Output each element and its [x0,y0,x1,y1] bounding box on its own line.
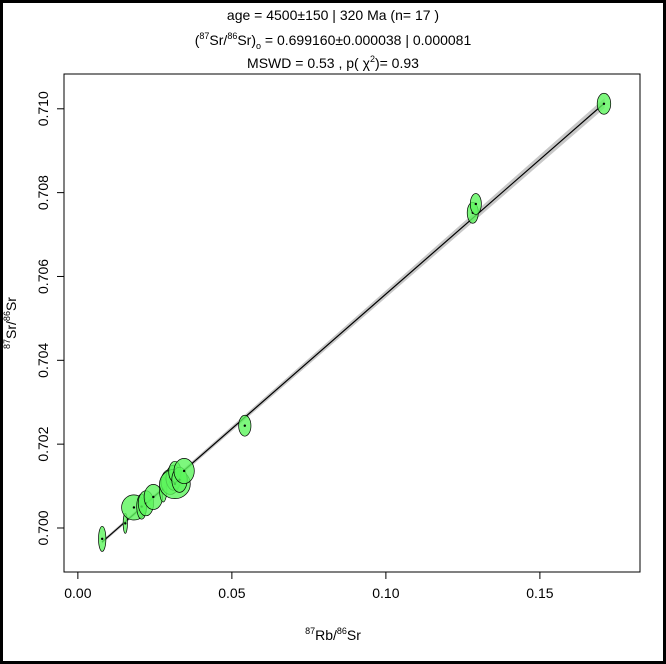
data-point-5 [152,495,155,499]
chart-title: age = 4500±150 | 320 Ma (n= 17 ) (87Sr/8… [195,7,472,71]
y-tick-label-3: 0.706 [35,259,51,294]
x-tick-label-2: 0.10 [372,585,399,601]
title-age: age = 4500±150 | 320 Ma (n= 17 ) [227,7,439,23]
data-point-0 [100,537,104,541]
title-mswd: MSWD = 0.53 , p( χ2)= 0.93 [247,54,419,71]
y-tick-label-2: 0.704 [35,343,51,378]
y-tick-label-4: 0.708 [35,175,51,210]
x-tick-label-0: 0.00 [64,585,91,601]
title-initial-ratio: (87Sr/86Sr)o = 0.699160±0.000038 | 0.000… [195,31,472,51]
x-axis-label: 87Rb/86Sr [305,626,361,643]
data-point-15 [474,202,478,206]
y-tick-label-0: 0.700 [35,510,51,545]
data-point-16 [602,102,606,105]
data-point-2 [132,506,136,509]
data-point-1 [124,522,127,525]
x-tick-label-1: 0.05 [218,585,245,601]
y-tick-label-5: 0.710 [35,91,51,126]
y-axis-label: 87Sr/86Sr [2,297,19,349]
y-tick-label-1: 0.702 [35,426,51,461]
data-point-13 [243,424,247,427]
x-tick-label-3: 0.15 [526,585,553,601]
data-point-12 [182,469,186,473]
